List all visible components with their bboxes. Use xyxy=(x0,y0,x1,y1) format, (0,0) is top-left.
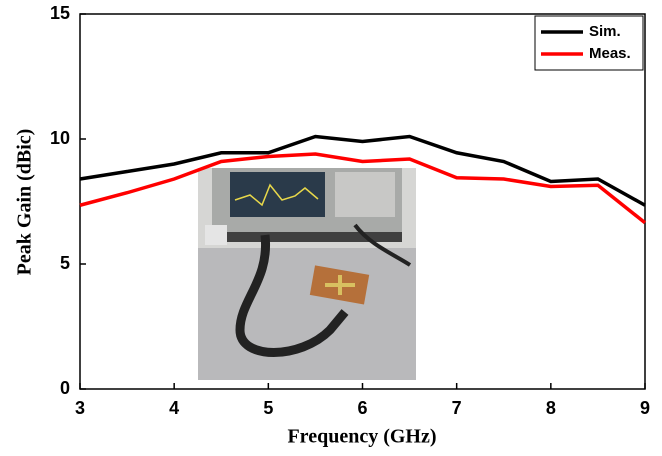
legend: Sim. Meas. xyxy=(534,15,644,71)
legend-frame xyxy=(534,15,644,71)
x-tick-label: 9 xyxy=(640,398,650,418)
y-axis-label: Peak Gain (dBic) xyxy=(14,129,36,276)
y-tick-label: 5 xyxy=(60,253,70,273)
x-tick-label: 3 xyxy=(75,398,85,418)
x-tick-label: 7 xyxy=(452,398,462,418)
series-line xyxy=(79,152,647,225)
y-tick-label: 10 xyxy=(50,128,70,148)
series-line xyxy=(79,134,646,207)
y-tick-label: 0 xyxy=(60,378,70,398)
legend-label: Meas. xyxy=(589,45,631,62)
x-tick-label: 4 xyxy=(169,398,179,418)
inset-photo xyxy=(198,168,416,380)
x-tick-label: 8 xyxy=(546,398,556,418)
x-axis-label: Frequency (GHz) xyxy=(287,426,436,448)
x-tick-label: 6 xyxy=(357,398,367,418)
y-tick-label: 15 xyxy=(50,3,70,23)
legend-label: Sim. xyxy=(589,23,621,40)
x-tick-label: 5 xyxy=(263,398,273,418)
